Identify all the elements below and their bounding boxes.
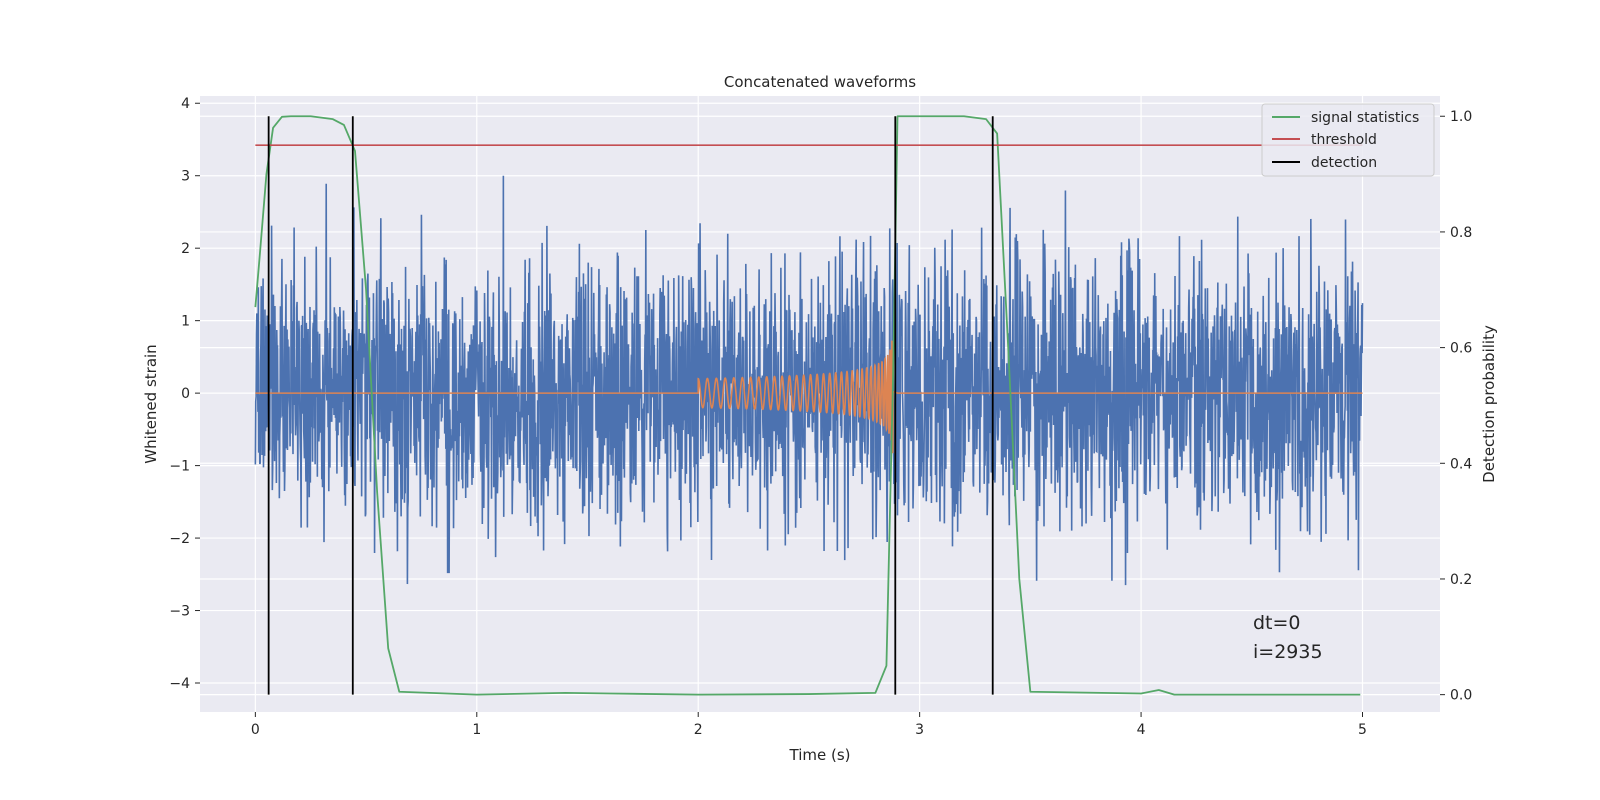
detection-series — [267, 116, 994, 695]
x-tick-label-5: 5 — [1358, 722, 1367, 738]
y-axis-ticks: −4 −3 −2 −1 0 1 2 3 4 — [169, 96, 200, 692]
x-axis-label: Time (s) — [789, 746, 851, 764]
legend-label-threshold: threshold — [1311, 132, 1377, 148]
y-tick-label-0: −4 — [169, 676, 190, 692]
y2-axis-label: Detection probability — [1480, 325, 1498, 483]
signal-statistics-series — [254, 115, 1361, 696]
y-tick-label-1: −3 — [169, 604, 190, 620]
signal-statistics-line — [254, 115, 1361, 696]
waveform-line — [255, 340, 1363, 454]
x-tick-label-0: 0 — [251, 722, 260, 738]
y2-tick-label-5: 1.0 — [1450, 109, 1472, 125]
y-tick-label-6: 2 — [181, 241, 190, 257]
y-tick-label-2: −2 — [169, 531, 190, 547]
y-tick-label-3: −1 — [169, 459, 190, 475]
x-tick-label-3: 3 — [915, 722, 924, 738]
x-tick-label-1: 1 — [472, 722, 481, 738]
legend-box — [1261, 103, 1435, 177]
x-axis-ticks: 0 1 2 3 4 5 — [251, 712, 1367, 738]
annotation-dt: dt=0 — [1253, 612, 1301, 634]
y-tick-label-7: 3 — [181, 169, 190, 185]
y2-tick-label-2: 0.4 — [1450, 456, 1472, 472]
y-tick-label-4: 0 — [181, 386, 190, 402]
x-tick-label-2: 2 — [694, 722, 703, 738]
y-tick-label-8: 4 — [181, 96, 190, 112]
y2-axis-ticks: 0.0 0.2 0.4 0.6 0.8 1.0 — [1440, 109, 1472, 704]
y2-tick-label-0: 0.0 — [1450, 688, 1472, 704]
y-tick-label-5: 1 — [181, 314, 190, 330]
x-tick-label-4: 4 — [1137, 722, 1146, 738]
legend: signal statistics threshold detection — [1261, 103, 1435, 177]
y2-tick-label-3: 0.6 — [1450, 341, 1472, 357]
annotation-index: i=2935 — [1253, 641, 1323, 663]
legend-label-detection: detection — [1311, 155, 1377, 171]
y2-tick-label-4: 0.8 — [1450, 225, 1472, 241]
y2-tick-label-1: 0.2 — [1450, 572, 1472, 588]
y-axis-label: Whitened strain — [142, 344, 160, 463]
waveform-series — [255, 340, 1363, 454]
chart-title: Concatenated waveforms — [724, 73, 916, 91]
legend-label-signal-statistics: signal statistics — [1311, 110, 1419, 126]
